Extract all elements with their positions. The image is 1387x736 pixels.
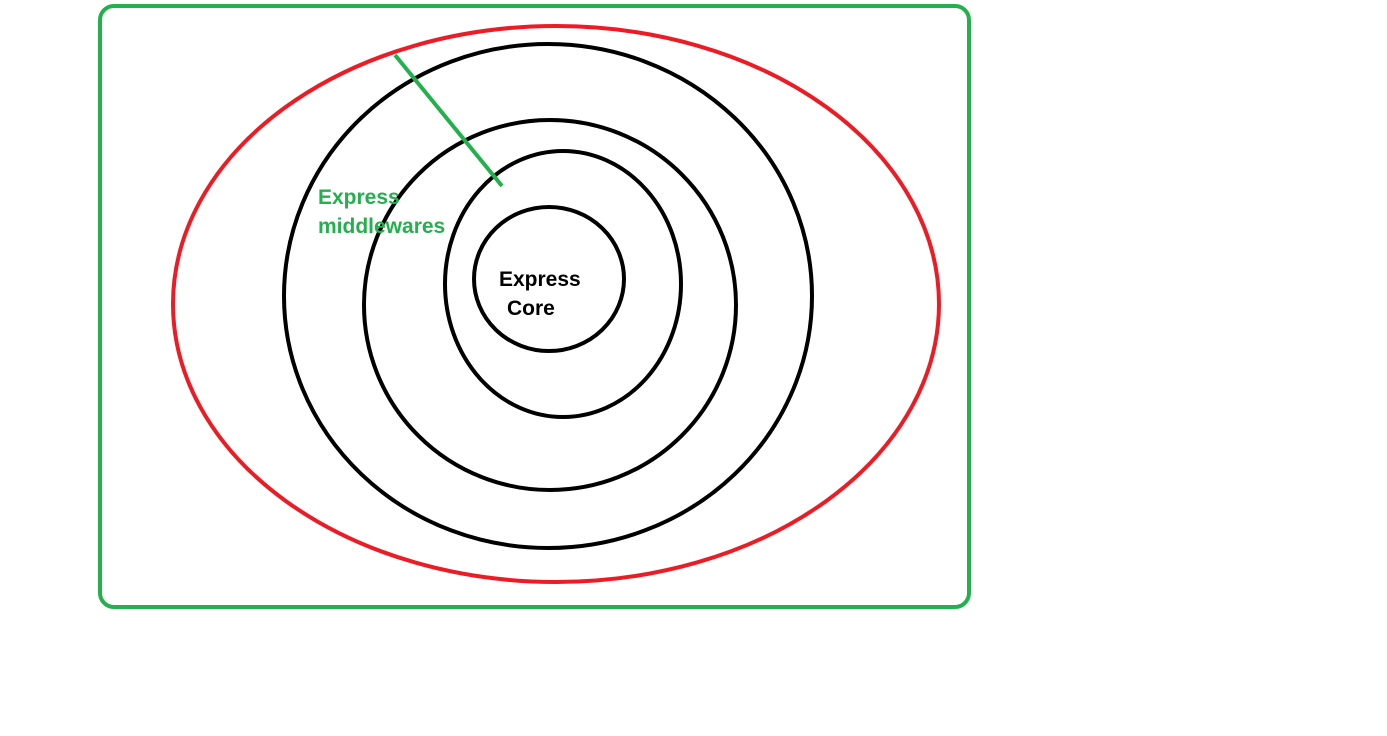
outer-border-box [98, 4, 971, 609]
ring-2 [443, 149, 683, 419]
ring-core [472, 205, 626, 353]
ring-4 [282, 42, 814, 550]
outer-ellipse [171, 24, 941, 584]
ring-3 [362, 118, 738, 492]
middleware-label: Express middlewares [318, 186, 445, 238]
core-label-line2: Core [507, 297, 555, 320]
middleware-label-line1: Express [318, 186, 400, 209]
middleware-pointer-line [393, 53, 504, 188]
core-label: Express Core [499, 268, 587, 320]
core-label-line1: Express [499, 268, 581, 291]
middleware-label-line2: middlewares [318, 215, 445, 238]
